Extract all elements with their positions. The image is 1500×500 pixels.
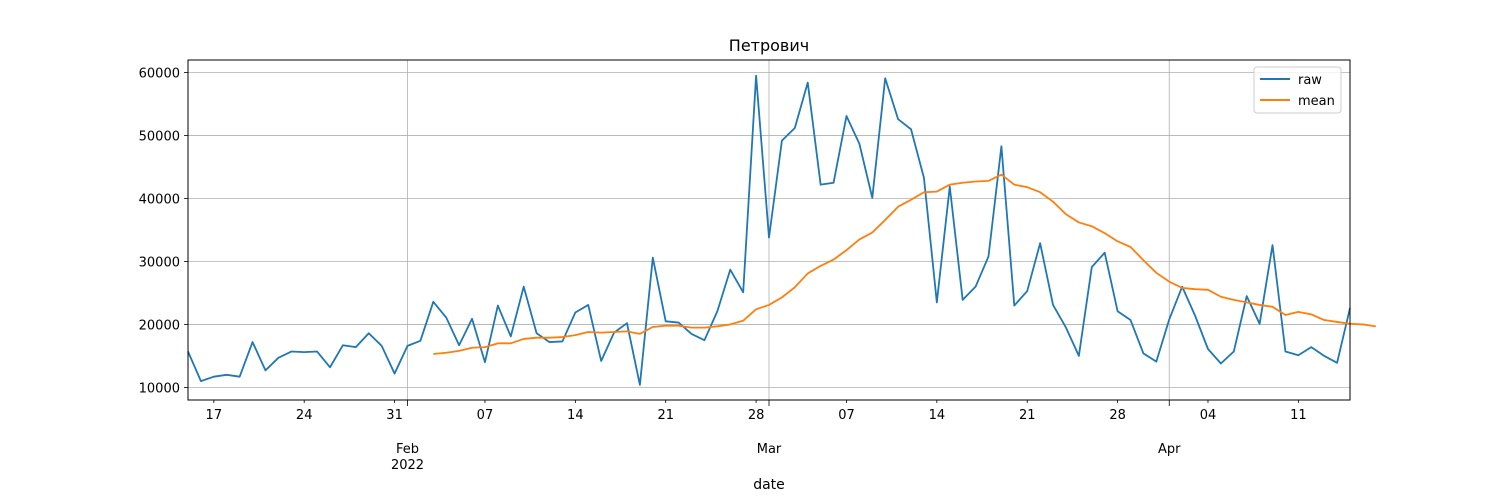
x-tick-label: 21 [657,408,674,423]
series-line-mean [433,173,1376,355]
legend: raw mean [1253,66,1342,114]
y-tick-label: 50000 [139,130,180,145]
x-tick-label: 21 [1019,408,1036,423]
grid [188,60,1350,400]
series-lines [187,74,1376,386]
legend-label-raw: raw [1298,73,1322,88]
x-tick-label: 04 [1200,408,1217,423]
y-tick-label: 30000 [139,255,180,270]
x-tick-label: 07 [477,408,494,423]
x-tick-label: 14 [567,408,584,423]
x-tick-label: 17 [206,408,223,423]
x-major-tick-label: Feb [396,442,419,457]
x-major-tick-label: Mar [757,442,782,457]
x-tick-label: 07 [838,408,855,423]
x-tick-label: 28 [748,408,765,423]
x-year-label: 2022 [391,458,424,473]
series-line-raw [187,74,1351,386]
x-axis-label: date [753,477,785,493]
y-tick-label: 60000 [139,67,180,82]
legend-label-mean: mean [1298,94,1335,109]
x-tick-label: 24 [296,408,313,423]
x-tick-label: 31 [386,408,403,423]
chart-title: Петрович [729,36,809,55]
x-tick-label: 28 [1109,408,1126,423]
x-tick-label: 14 [929,408,946,423]
y-axis: 10000 20000 30000 40000 50000 60000 [139,67,188,396]
x-tick-label: 11 [1290,408,1307,423]
x-major-tick-label: Apr [1158,442,1181,457]
y-tick-label: 40000 [139,193,180,208]
y-tick-label: 10000 [139,381,180,396]
y-tick-label: 20000 [139,318,180,333]
